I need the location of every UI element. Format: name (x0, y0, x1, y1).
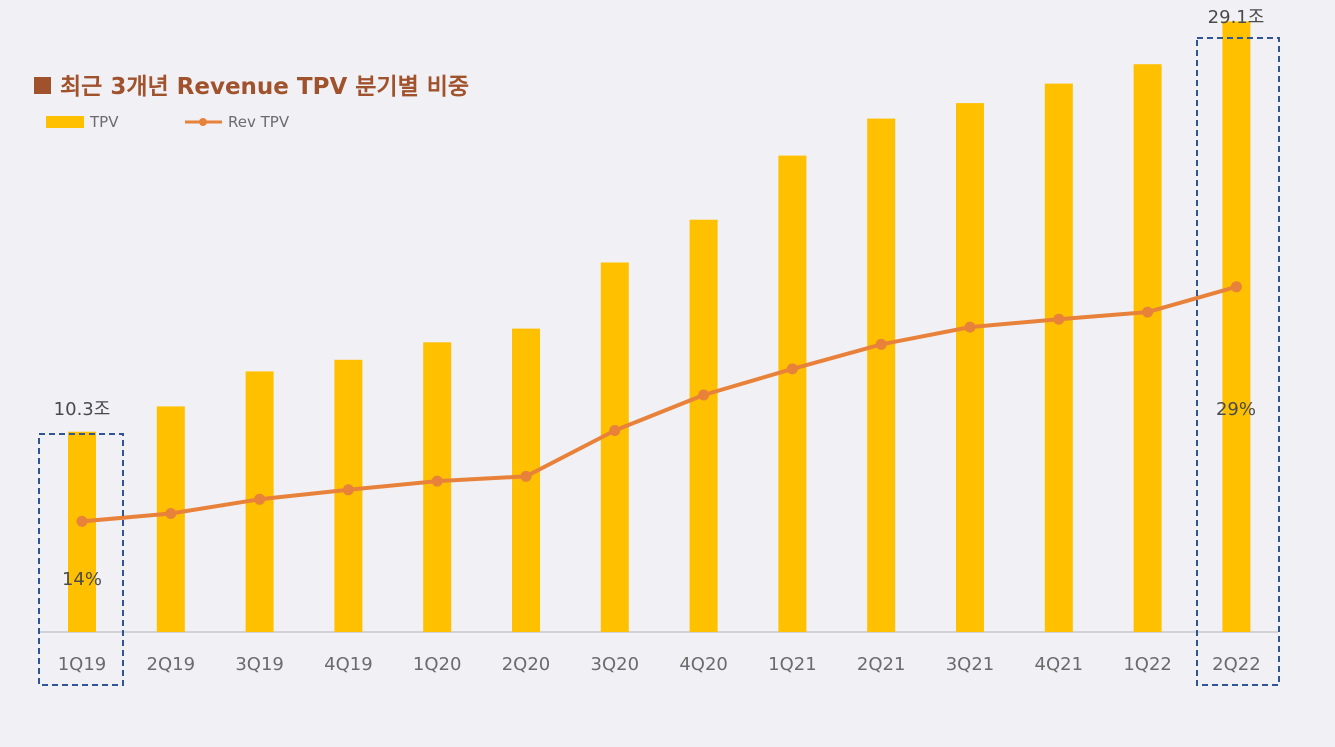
bar-1q20 (423, 342, 452, 632)
x-tick-3q21: 3Q21 (946, 654, 995, 675)
x-tick-1q19: 1Q19 (58, 654, 107, 675)
bar-1q19 (68, 431, 96, 632)
legend-rev-tpv-label: Rev TPV (228, 113, 290, 131)
bar-4q20 (689, 219, 718, 632)
highlight-box-1q19 (38, 433, 124, 686)
bar-2q22 (1222, 21, 1251, 632)
bars-group (68, 21, 1251, 633)
line-point-2q20 (520, 470, 532, 482)
bar-4q19 (334, 359, 363, 632)
x-tick-1q20: 1Q20 (413, 654, 462, 675)
line-point-3q19 (254, 493, 266, 505)
annotation-1q19-line: 14% (62, 569, 102, 590)
x-tick-1q22: 1Q22 (1123, 654, 1172, 675)
x-tick-2q19: 2Q19 (147, 654, 196, 675)
title-square-icon (34, 77, 51, 94)
annotation-2q22-bar: 29.1조 (1208, 7, 1265, 28)
bar-3q20 (600, 262, 629, 632)
chart-title-group: 최근 3개년 Revenue TPV 분기별 비중 (34, 74, 469, 100)
line-point-2q19 (165, 508, 177, 519)
x-tick-3q19: 3Q19 (235, 654, 284, 675)
line-point-1q19 (76, 515, 88, 527)
x-tick-4q21: 4Q21 (1035, 654, 1084, 675)
x-tick-4q20: 4Q20 (679, 654, 728, 675)
x-tick-1q21: 1Q21 (768, 654, 817, 675)
line-markers-group (76, 281, 1242, 527)
bar-4q21 (1044, 83, 1073, 633)
x-tick-4q19: 4Q19 (324, 654, 373, 675)
line-series-group (80, 284, 1239, 524)
legend-rev-tpv-marker (199, 118, 207, 126)
chart-title: 최근 3개년 Revenue TPV 분기별 비중 (60, 74, 469, 100)
line-point-1q21 (786, 363, 798, 375)
line-point-3q21 (964, 321, 976, 333)
legend-tpv-swatch (46, 116, 84, 128)
annotation-1q19-bar: 10.3조 (54, 399, 111, 420)
x-tick-2q21: 2Q21 (857, 654, 906, 675)
x-tick-3q20: 3Q20 (591, 654, 640, 675)
x-tick-2q22: 2Q22 (1212, 654, 1261, 675)
annotation-2q22-line: 29% (1216, 399, 1256, 420)
bar-3q21 (956, 103, 984, 633)
bar-2q19 (156, 406, 185, 632)
x-tick-labels: 1Q19 2Q19 3Q19 4Q19 1Q20 2Q20 3Q20 4Q20 1Q21 2Q21… (58, 654, 1261, 675)
line-point-2q21 (875, 338, 887, 350)
line-point-4q20 (698, 389, 710, 401)
x-tick-2q20: 2Q20 (502, 654, 551, 675)
rev-tpv-line (80, 284, 1239, 524)
bar-1q22 (1133, 64, 1162, 632)
line-point-4q21 (1053, 313, 1065, 325)
legend: TPV Rev TPV (46, 113, 290, 131)
bar-2q21 (867, 118, 896, 633)
line-point-3q20 (609, 425, 621, 436)
legend-tpv-label: TPV (89, 113, 119, 131)
line-point-4q19 (342, 484, 354, 496)
highlight-box-2q22 (1196, 37, 1280, 686)
line-point-2q22 (1230, 281, 1242, 293)
bar-1q21 (778, 155, 807, 632)
line-point-1q20 (431, 475, 443, 487)
line-point-1q22 (1142, 306, 1154, 318)
